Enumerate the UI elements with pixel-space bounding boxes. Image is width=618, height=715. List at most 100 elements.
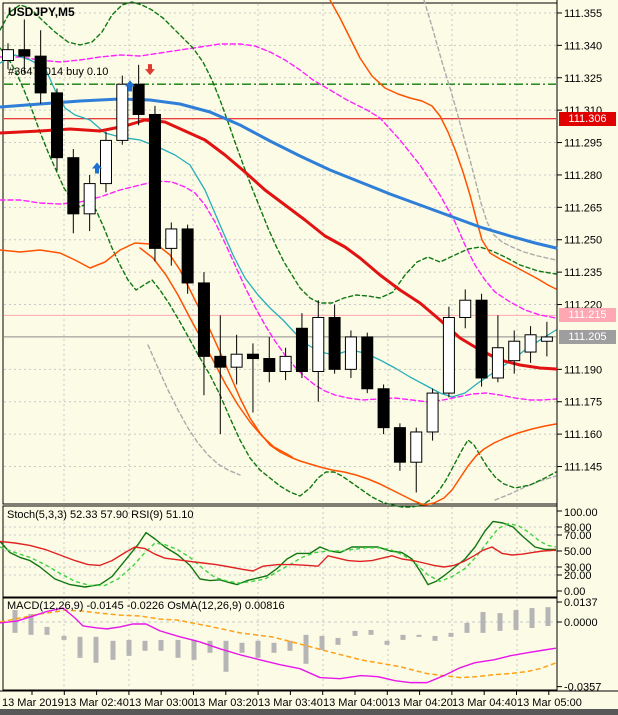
osma-histogram-bar (384, 640, 390, 645)
candle-bull (491, 347, 504, 379)
candle-bear (295, 327, 308, 372)
window-bottom-edge (0, 709, 618, 715)
osma-histogram-bar (93, 636, 99, 663)
candle-bull (165, 228, 178, 249)
symbol-period-label: USDJPY,M5 (8, 5, 75, 19)
candle-bull (116, 83, 129, 141)
osma-histogram-bar (77, 636, 83, 658)
price-tick-label: 111.340 (564, 40, 602, 52)
candle-bull (442, 316, 455, 394)
rsi-line (0, 540, 557, 572)
ma-cyan (0, 54, 557, 398)
osma-histogram-bar (158, 639, 164, 651)
magenta-band-lower (0, 180, 557, 403)
time-tick-label: 13 Mar 04:20 (388, 697, 453, 709)
macd-signal-line (0, 609, 557, 679)
price-tick-label: 111.145 (564, 462, 602, 474)
osma-histogram-bar (545, 607, 551, 626)
candle-bear (67, 157, 80, 215)
osma-histogram-bar (110, 640, 116, 660)
time-tick-label: 13 Mar 04:00 (323, 697, 388, 709)
candle-bear (475, 299, 488, 379)
osma-histogram-bar (28, 614, 34, 635)
buy-arrow-icon (92, 162, 102, 174)
green-band-lower (0, 47, 557, 508)
osma-histogram-bar (44, 626, 50, 635)
candle-bull (410, 431, 423, 463)
osma-histogram-bar (223, 640, 229, 672)
candle-bear (148, 113, 161, 249)
osma-histogram-bar (529, 608, 535, 628)
candle-bear (132, 83, 145, 115)
stoch-signal-line (0, 523, 557, 587)
candle-bull (312, 316, 325, 372)
time-tick-label: 13 Mar 2019 (2, 697, 64, 709)
osma-histogram-bar (497, 613, 503, 631)
candle-bear (197, 282, 210, 357)
candle-bull (459, 299, 472, 318)
macd-indicator-header: MACD(12,26,9) -0.0145 -0.0226 OsMA(12,26… (7, 600, 285, 612)
order-price-badge: 111.306 (559, 111, 616, 126)
price-tick-label: 111.175 (564, 397, 602, 409)
price-tick-label: 111.265 (564, 202, 602, 214)
orange-band-upper-right (329, 0, 557, 290)
osma-histogram-bar (207, 640, 213, 653)
macd-tick-label: 0.0137 (564, 597, 598, 609)
candle-bear (361, 336, 374, 390)
candle-bear (393, 427, 406, 463)
macd-main-line (0, 607, 557, 684)
gray-band-upper (423, 0, 557, 261)
stoch-indicator-header: Stoch(5,3,3) 52.33 57.90 RSI(9) 51.10 (7, 509, 194, 521)
candle-bull (540, 336, 553, 342)
osma-histogram-bar (126, 639, 132, 656)
osma-histogram-bar (319, 635, 325, 650)
price-tick-label: 111.235 (564, 267, 602, 279)
osma-histogram-bar (352, 630, 358, 636)
osma-histogram-bar (335, 637, 341, 645)
candle-bull (99, 139, 112, 185)
stoch-tick-label: 50.00 (564, 546, 592, 558)
time-tick-label: 13 Mar 05:00 (517, 697, 582, 709)
osma-histogram-bar (448, 632, 454, 637)
open-position-label: #36474014 buy 0.10 (8, 66, 109, 78)
osma-histogram-bar (287, 640, 293, 651)
candle-bear (377, 388, 390, 429)
osma-histogram-bar (416, 634, 422, 637)
candle-bear (34, 55, 47, 94)
time-tick-label: 13 Mar 02:40 (64, 697, 129, 709)
time-tick-label: 13 Mar 03:40 (258, 697, 323, 709)
candle-bull (426, 392, 439, 433)
time-tick-label: 13 Mar 03:20 (193, 697, 258, 709)
osma-histogram-bar (191, 639, 197, 660)
stoch-tick-label: 70.00 (564, 530, 592, 542)
osma-histogram-bar (400, 634, 406, 640)
stoch-tick-label: 30.00 (564, 562, 592, 574)
candle-bull (508, 340, 521, 362)
osma-histogram-bar (303, 634, 309, 664)
stoch-tick-label: 20.00 (564, 570, 592, 582)
candle-bear (50, 92, 63, 159)
candle-bear (263, 358, 276, 372)
osma-histogram-bar (239, 642, 245, 653)
candle-bear (18, 49, 31, 57)
price-tick-label: 111.250 (564, 235, 602, 247)
stoch-tick-label: 80.00 (564, 522, 592, 534)
candle-bull (83, 183, 96, 215)
osma-histogram-bar (432, 635, 438, 641)
price-tick-label: 111.190 (564, 364, 602, 376)
osma-histogram-bar (513, 610, 519, 630)
price-tick-label: 111.295 (564, 138, 602, 150)
osma-histogram-bar (464, 622, 470, 633)
price-tick-label: 111.160 (564, 429, 602, 441)
osma-histogram-bar (271, 642, 277, 653)
candle-bear (214, 355, 227, 368)
candle-bull (279, 355, 292, 372)
macd-tick-label: -0.0357 (564, 682, 601, 694)
stoch-tick-label: 100.00 (564, 507, 598, 519)
magenta-band-upper (0, 43, 557, 319)
candle-bull (524, 334, 537, 353)
candle-bear (181, 228, 194, 284)
ask-price-badge: 111.215 (559, 308, 616, 323)
